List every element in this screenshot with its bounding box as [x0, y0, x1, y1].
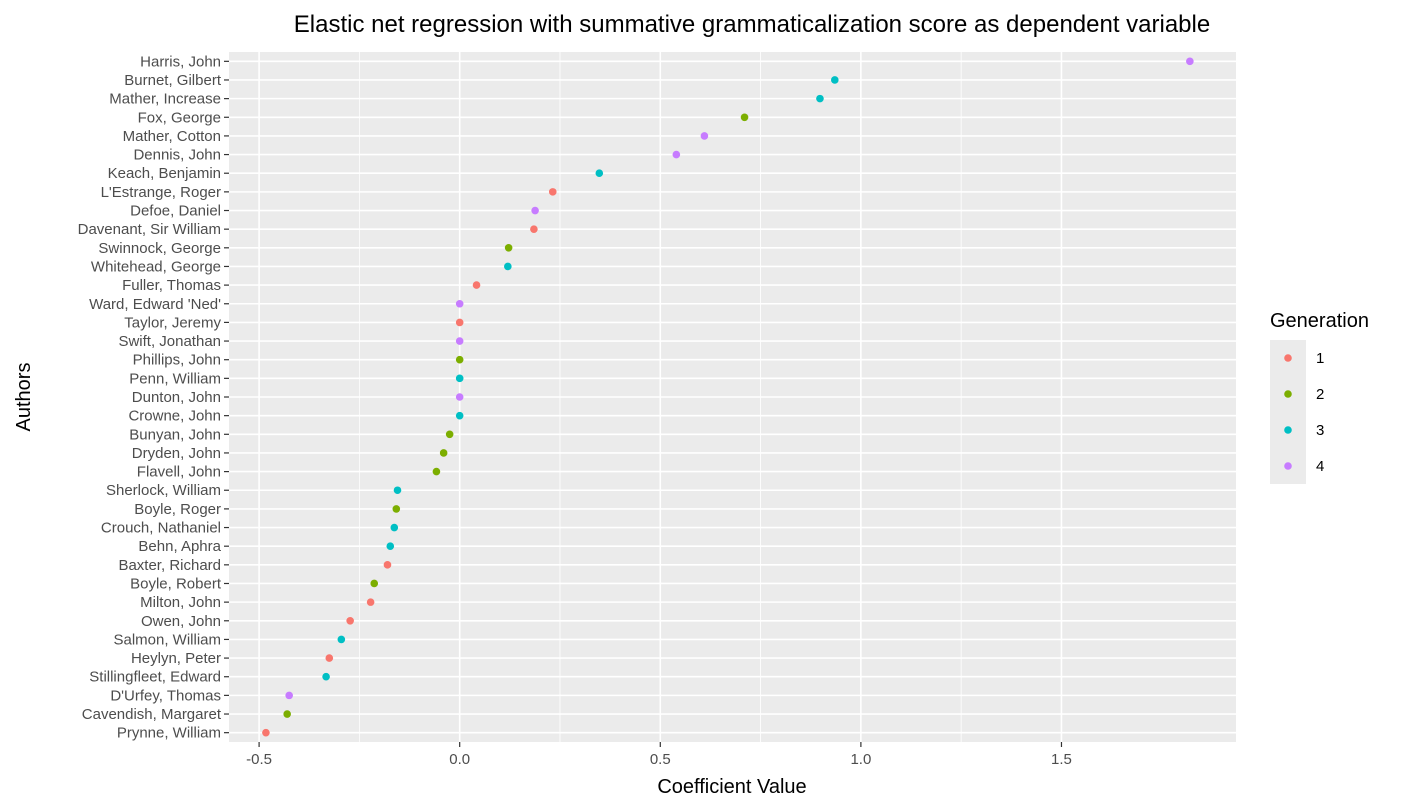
data-point: [283, 710, 291, 718]
legend-title: Generation: [1270, 310, 1369, 332]
data-point: [455, 299, 464, 308]
data-points: [262, 57, 1194, 737]
data-point: [322, 672, 330, 681]
legend-label: 4: [1316, 458, 1324, 475]
legend: Generation 1 2 3 4: [1270, 310, 1369, 484]
data-point: [548, 188, 557, 196]
data-point: [455, 355, 464, 364]
data-point: [445, 430, 454, 439]
data-point: [530, 225, 538, 233]
chart-title: Elastic net regression with summative gr…: [294, 11, 1210, 38]
data-point: [393, 486, 402, 495]
x-axis-ticks: -0.5 0.0 0.5 1.0 1.5: [246, 742, 1072, 768]
y-axis-ticks: Harris, John Burnet, Gilbert Mather, Incre…: [78, 53, 229, 742]
y-tick-label: Heylyn, Peter: [131, 650, 221, 667]
y-tick-label: Bunyan, John: [129, 426, 221, 443]
y-tick-label: Crouch, Nathaniel: [101, 520, 221, 537]
x-tick-label: 1.0: [850, 751, 871, 768]
legend-key: [1284, 426, 1292, 434]
y-tick-label: Stillingfleet, Edward: [89, 669, 221, 686]
data-point: [531, 206, 539, 215]
y-tick-label: Boyle, Robert: [130, 575, 222, 592]
y-axis-title: Authors: [13, 363, 35, 432]
y-tick-label: Mather, Cotton: [123, 128, 221, 145]
data-point: [672, 150, 681, 159]
data-point: [455, 393, 464, 401]
y-tick-label: Swinnock, George: [98, 240, 221, 257]
data-point: [370, 579, 379, 588]
data-point: [390, 523, 399, 532]
y-tick-label: Prynne, William: [117, 725, 221, 742]
y-tick-label: Davenant, Sir William: [78, 221, 221, 238]
data-point: [455, 374, 464, 383]
y-tick-label: Burnet, Gilbert: [124, 72, 222, 89]
legend-key: [1284, 390, 1292, 398]
y-tick-label: Harris, John: [140, 53, 221, 70]
y-tick-label: Dryden, John: [132, 445, 221, 462]
y-tick-label: Boyle, Roger: [134, 501, 221, 518]
y-tick-label: Salmon, William: [113, 631, 221, 648]
data-point: [383, 561, 392, 569]
data-point: [455, 411, 464, 420]
y-tick-label: Penn, William: [129, 370, 221, 387]
data-point: [700, 132, 709, 140]
data-point: [432, 467, 441, 476]
y-tick-label: Dennis, John: [133, 147, 221, 164]
y-tick-label: Keach, Benjamin: [108, 165, 221, 182]
y-tick-label: Milton, John: [140, 594, 221, 611]
y-tick-label: Ward, Edward 'Ned': [89, 296, 221, 313]
legend-items: 1 2 3 4: [1284, 350, 1324, 475]
data-point: [816, 94, 824, 103]
x-tick-label: 1.5: [1051, 751, 1072, 768]
y-tick-label: Cavendish, Margaret: [82, 706, 222, 723]
data-point: [346, 616, 354, 625]
y-tick-label: Behn, Aphra: [138, 538, 221, 555]
data-point: [325, 654, 334, 662]
data-point: [455, 318, 464, 327]
legend-key-background: [1270, 340, 1306, 484]
data-point: [595, 169, 604, 178]
data-point: [439, 449, 448, 457]
y-tick-label: Taylor, Jeremy: [124, 314, 221, 331]
y-tick-label: D'Urfey, Thomas: [110, 687, 221, 704]
x-tick-label: -0.5: [246, 751, 272, 768]
data-point: [455, 337, 464, 345]
legend-key: [1284, 462, 1292, 470]
data-point: [262, 728, 270, 737]
legend-label: 3: [1316, 422, 1324, 439]
x-tick-label: 0.0: [449, 751, 470, 768]
y-tick-label: Sherlock, William: [106, 482, 221, 499]
y-tick-label: Dunton, John: [132, 389, 221, 406]
data-point: [285, 691, 293, 700]
legend-label: 1: [1316, 350, 1324, 367]
y-tick-label: Mather, Increase: [109, 91, 221, 108]
major-gridlines: [229, 52, 1236, 742]
y-tick-label: Fuller, Thomas: [122, 277, 221, 294]
x-tick-label: 0.5: [650, 751, 671, 768]
y-tick-label: Swift, Jonathan: [118, 333, 221, 350]
data-point: [392, 505, 401, 513]
y-tick-label: Flavell, John: [137, 464, 221, 481]
y-tick-label: Fox, George: [138, 109, 221, 126]
y-tick-label: Phillips, John: [133, 352, 221, 369]
data-point: [740, 113, 749, 122]
x-axis-title: Coefficient Value: [657, 776, 806, 798]
y-tick-label: Crowne, John: [128, 408, 221, 425]
y-tick-label: L'Estrange, Roger: [101, 184, 221, 201]
data-point: [504, 244, 513, 252]
y-tick-label: Baxter, Richard: [118, 557, 221, 574]
legend-label: 2: [1316, 386, 1324, 403]
data-point: [504, 262, 512, 271]
data-point: [386, 542, 395, 550]
legend-key: [1284, 354, 1292, 362]
y-tick-label: Owen, John: [141, 613, 221, 630]
data-point: [337, 635, 346, 644]
data-point: [1186, 57, 1194, 66]
y-tick-label: Defoe, Daniel: [130, 203, 221, 220]
data-point: [472, 281, 481, 289]
data-point: [366, 598, 375, 606]
y-tick-label: Whitehead, George: [91, 258, 221, 275]
data-point: [831, 76, 839, 84]
